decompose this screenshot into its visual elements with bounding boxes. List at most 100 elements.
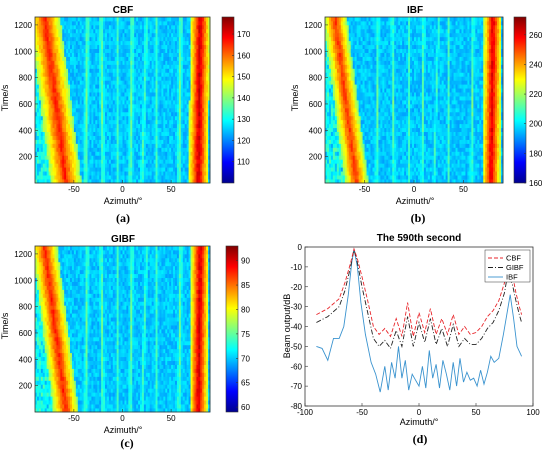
heatmap-cell <box>194 131 197 136</box>
heatmap-cell <box>73 96 77 101</box>
heatmap-cell <box>147 32 151 38</box>
heatmap-cell <box>153 72 156 77</box>
heatmap-cell <box>71 131 75 136</box>
heatmap-cell <box>68 103 71 109</box>
heatmap-cell <box>118 40 121 46</box>
heatmap-cell <box>128 127 131 133</box>
heatmap-cell <box>35 139 38 144</box>
heatmap-cell <box>163 48 166 53</box>
heatmap-cell <box>180 52 184 57</box>
heatmap-cell <box>145 72 149 77</box>
heatmap-cell <box>362 163 365 168</box>
heatmap-cell <box>469 155 472 160</box>
heatmap-cell <box>352 159 356 164</box>
heatmap-cell <box>192 127 195 133</box>
heatmap-cell <box>445 143 449 148</box>
heatmap-cell <box>52 96 55 101</box>
heatmap-cell <box>101 111 104 117</box>
heatmap-cell <box>188 36 191 42</box>
heatmap-cell <box>182 28 186 34</box>
heatmap-cell <box>414 135 417 140</box>
heatmap-cell <box>112 163 116 168</box>
heatmap-cell <box>64 127 67 133</box>
heatmap-cell <box>105 44 108 50</box>
heatmap-cell <box>50 92 53 97</box>
heatmap-cell <box>75 100 79 105</box>
heatmap-cell <box>38 80 42 85</box>
heatmap-cell <box>36 72 40 77</box>
heatmap-cell <box>81 103 85 109</box>
heatmap-cell <box>103 147 106 152</box>
heatmap-cell <box>204 92 207 97</box>
heatmap-cell <box>128 147 131 152</box>
heatmap-cell <box>431 131 435 136</box>
heatmap-cell <box>400 175 403 180</box>
heatmap-cell <box>99 88 102 93</box>
heatmap-cell <box>120 76 123 81</box>
heatmap-cell <box>79 96 83 101</box>
heatmap-cell <box>206 32 209 38</box>
heatmap-cell <box>62 179 65 184</box>
heatmap-cell <box>449 175 452 180</box>
heatmap-cell <box>73 131 77 136</box>
heatmap-cell <box>42 171 46 176</box>
heatmap-cell <box>443 151 447 156</box>
heatmap-cell <box>169 123 172 129</box>
heatmap-cell <box>400 131 403 136</box>
heatmap-cell <box>79 32 83 38</box>
heatmap-cell <box>400 167 403 172</box>
heatmap-cell <box>112 80 116 85</box>
heatmap-cell <box>163 76 166 81</box>
heatmap-cell <box>206 131 209 136</box>
heatmap-cell <box>122 52 125 57</box>
heatmap-cell <box>342 159 346 164</box>
heatmap-cell <box>77 131 81 136</box>
heatmap-cell <box>344 175 348 180</box>
heatmap-cell <box>402 147 405 152</box>
heatmap-cell <box>48 44 51 50</box>
heatmap-cell <box>91 56 94 61</box>
heatmap-cell <box>85 175 88 180</box>
heatmap-cell <box>161 92 164 97</box>
heatmap-cell <box>354 167 358 172</box>
heatmap-cell <box>132 127 135 133</box>
heatmap-cell <box>374 131 377 136</box>
heatmap-cell <box>85 135 88 140</box>
heatmap-cell <box>79 159 83 164</box>
heatmap-cell <box>178 131 182 136</box>
heatmap-cell <box>36 100 40 105</box>
heatmap-cell <box>175 64 178 69</box>
heatmap-cell <box>120 72 123 77</box>
heatmap-cell <box>404 167 407 172</box>
panel-a-ylabel: Time/s <box>0 84 10 111</box>
heatmap-cell <box>149 68 153 73</box>
heatmap-cell <box>325 167 328 172</box>
heatmap-cell <box>192 92 195 97</box>
heatmap-cell <box>376 167 379 172</box>
heatmap-cell <box>499 135 502 140</box>
heatmap-cell <box>77 20 81 26</box>
heatmap-cell <box>348 167 352 172</box>
heatmap-cell <box>163 139 166 144</box>
colorbar-bar <box>221 16 235 184</box>
heatmap-cell <box>352 143 356 148</box>
heatmap-cell <box>70 115 73 121</box>
heatmap-cell <box>408 159 411 164</box>
heatmap-cell <box>477 147 480 152</box>
heatmap-cell <box>36 88 40 93</box>
heatmap-cell <box>479 139 482 144</box>
heatmap-cell <box>118 80 121 85</box>
heatmap-cell <box>112 179 116 184</box>
heatmap-cell <box>136 17 139 22</box>
heatmap-cell <box>71 143 75 148</box>
heatmap-cell <box>165 167 168 172</box>
heatmap-cell <box>471 163 474 168</box>
heatmap-cell <box>192 155 195 160</box>
heatmap-cell <box>175 80 178 85</box>
heatmap-cell <box>334 171 338 176</box>
heatmap-cell <box>97 163 100 168</box>
heatmap-cell <box>77 119 81 125</box>
heatmap-cell <box>56 48 59 53</box>
heatmap-cell <box>196 56 199 61</box>
heatmap-cell <box>180 28 184 34</box>
